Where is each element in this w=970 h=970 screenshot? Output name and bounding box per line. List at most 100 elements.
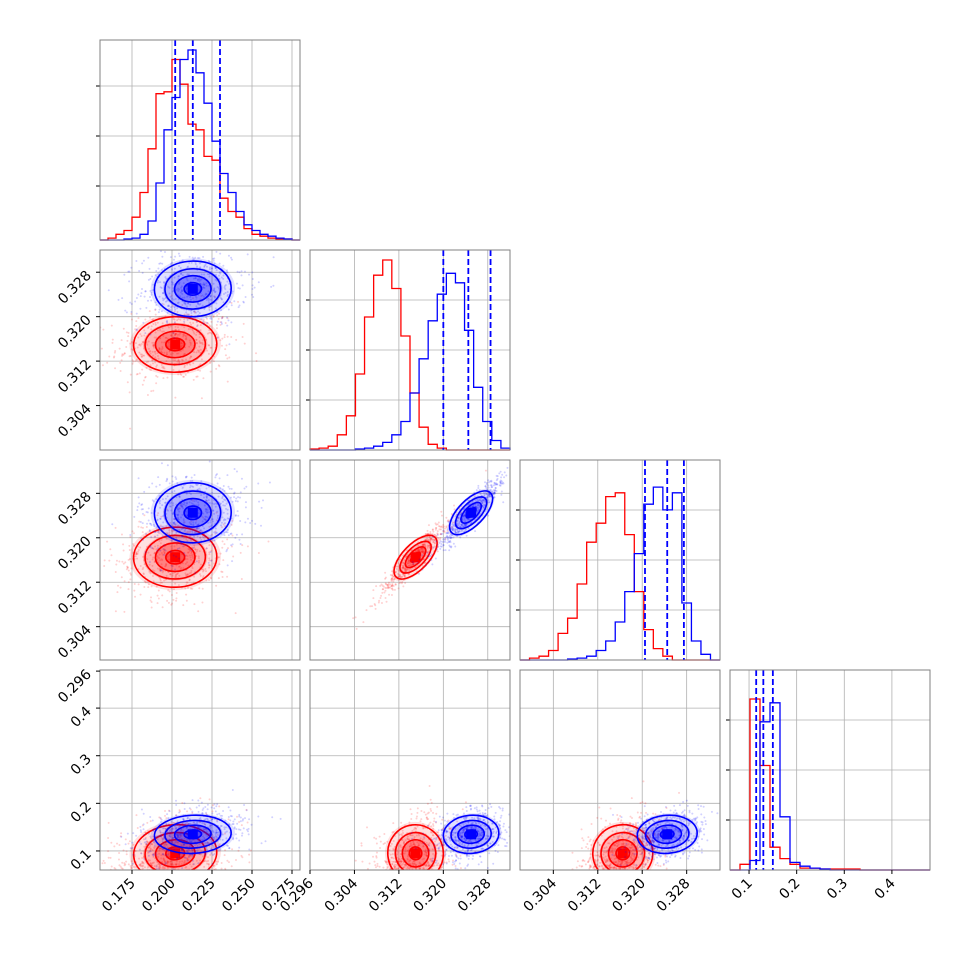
point-a: [207, 521, 210, 524]
point-a: [235, 282, 238, 285]
point-a: [429, 551, 432, 554]
point-b: [199, 363, 202, 366]
point-b: [402, 841, 405, 844]
point-a: [230, 258, 233, 261]
point-a: [242, 818, 245, 821]
point-b: [156, 555, 159, 558]
point-b: [413, 862, 416, 865]
point-b: [419, 820, 422, 823]
point-b: [412, 843, 415, 846]
point-b: [185, 581, 188, 584]
point-b: [241, 544, 244, 547]
point-a: [210, 838, 213, 841]
point-a: [168, 505, 171, 508]
point-b: [430, 830, 433, 833]
point-b: [184, 554, 187, 557]
point-b: [191, 587, 194, 590]
point-a: [214, 502, 217, 505]
point-a: [230, 321, 233, 324]
point-b: [165, 537, 168, 540]
point-a: [464, 524, 467, 527]
point-b: [185, 338, 188, 341]
point-b: [424, 543, 427, 546]
point-a: [501, 481, 504, 484]
point-a: [225, 502, 228, 505]
point-b: [147, 325, 150, 328]
point-b: [188, 531, 191, 534]
contour-a: [164, 267, 222, 310]
point-a: [173, 271, 176, 274]
point-a: [226, 517, 229, 520]
point-b: [430, 809, 433, 812]
point-b: [382, 588, 385, 591]
point-a: [251, 284, 254, 287]
point-b: [183, 352, 186, 355]
point-b: [421, 549, 424, 552]
point-b: [194, 548, 197, 551]
point-b: [192, 331, 195, 334]
point-a: [239, 519, 242, 522]
point-b: [212, 316, 215, 319]
contour-b: [408, 846, 423, 861]
point-a: [180, 848, 183, 851]
point-b: [211, 810, 214, 813]
point-b: [223, 832, 226, 835]
point-a: [111, 523, 114, 526]
point-b: [429, 798, 432, 801]
point-a: [465, 524, 468, 527]
point-b: [143, 586, 146, 589]
point-b: [163, 860, 166, 863]
point-b: [160, 563, 163, 566]
point-b: [134, 595, 137, 598]
point-a: [201, 304, 204, 307]
point-a: [230, 304, 233, 307]
point-a: [225, 531, 228, 534]
point-a: [185, 277, 188, 280]
point-b: [117, 584, 120, 587]
point-a: [226, 564, 229, 567]
point-b: [399, 576, 402, 579]
point-b: [445, 861, 448, 864]
point-b: [425, 863, 428, 866]
point-a: [156, 279, 159, 282]
point-a: [488, 493, 491, 496]
point-a: [511, 458, 513, 460]
point-b: [386, 584, 389, 587]
point-a: [432, 546, 435, 549]
point-b: [141, 860, 144, 863]
point-a: [159, 820, 162, 823]
point-a: [251, 293, 254, 296]
point-b: [119, 865, 122, 868]
point-a: [185, 305, 188, 308]
point-a: [228, 847, 231, 850]
point-b: [422, 544, 425, 547]
point-a: [166, 319, 169, 322]
point-b: [210, 332, 213, 335]
point-b: [165, 574, 168, 577]
point-b: [180, 849, 183, 852]
point-a: [488, 501, 491, 504]
point-a: [205, 321, 208, 324]
point-a: [211, 818, 214, 821]
point-b: [425, 537, 428, 540]
point-a: [166, 853, 169, 856]
point-a: [194, 521, 197, 524]
point-a: [202, 286, 205, 289]
point-a: [202, 807, 205, 810]
point-b: [224, 348, 227, 351]
point-a: [203, 823, 206, 826]
point-a: [207, 561, 210, 564]
point-b: [250, 849, 253, 852]
point-a: [449, 541, 452, 544]
point-b: [134, 342, 137, 345]
point-b: [365, 609, 368, 612]
point-b: [436, 805, 439, 808]
point-a: [465, 524, 468, 527]
point-a: [226, 269, 229, 272]
point-a: [493, 491, 496, 494]
point-b: [208, 553, 211, 556]
point-a: [446, 812, 449, 815]
point-a: [205, 299, 208, 302]
point-a: [180, 286, 183, 289]
point-a: [210, 806, 213, 809]
